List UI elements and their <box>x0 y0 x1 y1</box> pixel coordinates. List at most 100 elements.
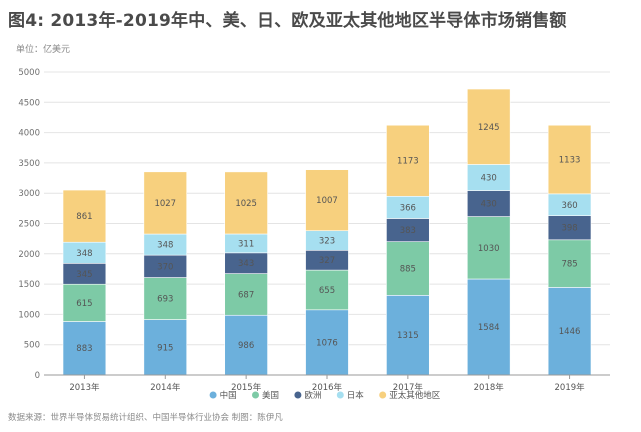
bar-segment <box>62 189 107 243</box>
data-label: 687 <box>238 290 254 300</box>
data-label: 1584 <box>478 323 500 333</box>
y-tick-label: 2000 <box>18 250 40 260</box>
legend-item: 欧洲 <box>294 390 321 401</box>
data-label: 366 <box>400 203 416 213</box>
bar-stacks: 883 615 345 348 861 915 693 370 348 1027 986 687 343… <box>62 88 592 376</box>
legend-swatch <box>252 391 259 399</box>
y-tick-label: 0 <box>35 371 40 381</box>
y-tick-label: 1000 <box>18 310 40 320</box>
y-tick-label: 4500 <box>18 98 40 108</box>
bar-segment <box>466 164 511 191</box>
data-label: 348 <box>76 249 92 259</box>
data-label: 986 <box>238 341 254 351</box>
y-tick-label: 3000 <box>18 189 40 199</box>
bar-stack: 1076 655 327 323 1007 <box>305 169 349 376</box>
x-tick-label: 2017年 <box>393 382 424 393</box>
x-tick-label: 2015年 <box>231 382 262 393</box>
data-label: 370 <box>157 262 173 272</box>
bar-segment <box>224 314 268 376</box>
data-label: 323 <box>319 236 335 246</box>
legend-label: 日本 <box>347 390 365 401</box>
legend-swatch <box>209 391 217 399</box>
bar-segment <box>466 88 511 165</box>
legend-item: 日本 <box>336 390 365 401</box>
legend-label: 中国 <box>220 390 237 401</box>
data-label: 327 <box>319 256 335 266</box>
legend-item: 美国 <box>252 390 279 401</box>
data-label: 1025 <box>235 199 257 209</box>
data-label: 883 <box>76 344 92 354</box>
y-tick-label: 500 <box>24 341 40 351</box>
bar-segment <box>143 277 188 320</box>
data-label: 861 <box>76 212 92 222</box>
bar-segment <box>305 269 349 311</box>
bar-segment <box>547 239 592 288</box>
bar-segment <box>143 171 188 235</box>
bar-segment <box>386 124 430 197</box>
data-label: 1007 <box>316 196 338 206</box>
data-label: 885 <box>400 264 416 274</box>
data-label: 1315 <box>397 331 419 341</box>
data-label: 345 <box>76 270 92 280</box>
bar-segment <box>305 309 349 376</box>
bar-stack: 883 615 345 348 861 <box>62 189 107 376</box>
y-tick-label: 4000 <box>18 129 40 139</box>
data-label: 1446 <box>559 327 581 337</box>
bar-stack: 1446 785 398 360 1133 <box>547 124 592 376</box>
bar-stack: 1315 885 383 366 1173 <box>386 124 430 376</box>
bar-segment <box>466 216 511 280</box>
data-label: 693 <box>157 295 173 305</box>
x-tick-label: 2016年 <box>312 382 343 393</box>
bar-segment <box>466 278 511 376</box>
legend-swatch <box>336 391 344 399</box>
y-tick-label: 3500 <box>18 159 40 169</box>
data-label: 1027 <box>154 199 176 209</box>
x-tick-label: 2013年 <box>69 382 100 393</box>
data-label: 915 <box>157 343 173 353</box>
y-axis: 0 500 1000 1500 2000 2500 3000 3500 4000 4500 5000 <box>18 68 40 381</box>
data-label: 398 <box>561 224 577 234</box>
source-note: 数据来源：世界半导体贸易统计组织、中国半导体行业协会 制图：陈伊凡 <box>8 413 283 423</box>
y-tick-label: 5000 <box>18 68 40 78</box>
bar-segment <box>62 321 107 376</box>
legend-label: 美国 <box>262 390 279 401</box>
data-label: 1173 <box>397 157 419 167</box>
data-label: 430 <box>481 174 497 184</box>
bar-stack: 915 693 370 348 1027 <box>143 171 188 376</box>
legend-swatch <box>379 391 387 399</box>
data-label: 615 <box>76 299 92 309</box>
unit-label: 单位：亿美元 <box>16 45 71 55</box>
y-tick-label: 1500 <box>18 280 40 290</box>
bar-segment <box>143 319 188 376</box>
x-tick-label: 2014年 <box>150 382 181 393</box>
bar-segment <box>224 171 268 235</box>
bar-segment <box>547 215 592 241</box>
data-label: 343 <box>238 259 254 269</box>
bar-stack: 986 687 343 311 1025 <box>224 171 268 376</box>
bar-segment <box>547 124 592 195</box>
x-tick-label: 2018年 <box>474 382 505 393</box>
data-label: 1133 <box>559 156 581 166</box>
legend-label: 欧洲 <box>304 390 321 401</box>
data-label: 348 <box>157 241 173 251</box>
data-label: 383 <box>400 226 416 236</box>
legend: 中国 美国 欧洲 日本 亚太其他地区 <box>209 390 441 401</box>
legend-label: 亚太其他地区 <box>389 390 441 401</box>
legend-swatch <box>294 391 302 399</box>
legend-item: 亚太其他地区 <box>379 390 441 401</box>
data-label: 655 <box>319 286 335 296</box>
legend-item: 中国 <box>209 390 237 401</box>
data-label: 1245 <box>478 123 500 133</box>
data-label: 785 <box>561 260 577 270</box>
x-axis: 2013年 2014年 2015年 2016年 2017年 2018年 2019年 <box>44 374 610 393</box>
data-label: 360 <box>561 201 577 211</box>
bar-stack: 1584 1030 430 430 1245 <box>466 88 511 376</box>
bar-segment <box>305 169 349 232</box>
data-label: 430 <box>481 200 497 210</box>
data-label: 1076 <box>316 338 338 348</box>
data-label: 1030 <box>478 244 500 254</box>
bar-segment <box>224 273 268 316</box>
x-tick-label: 2019年 <box>555 382 586 393</box>
